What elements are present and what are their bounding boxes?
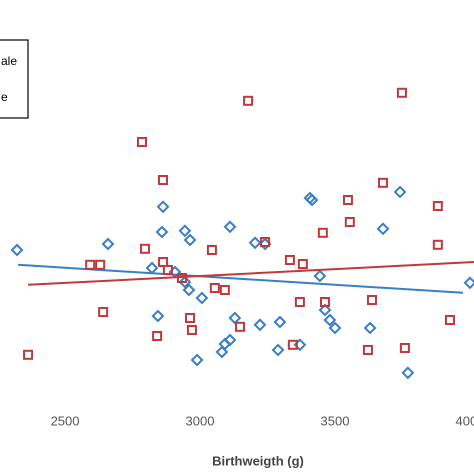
- point: [223, 220, 237, 234]
- point: [186, 325, 197, 335]
- point: [234, 321, 245, 332]
- x-tick-label: 4000: [455, 413, 474, 428]
- point: [219, 285, 230, 295]
- point: [185, 313, 196, 323]
- point: [271, 343, 285, 357]
- point: [139, 243, 150, 254]
- point: [319, 297, 330, 307]
- point: [23, 349, 34, 360]
- point: [158, 175, 169, 185]
- point: [95, 259, 106, 270]
- point: [297, 259, 308, 269]
- point: [432, 239, 443, 250]
- point: [362, 345, 373, 355]
- point: [444, 315, 455, 325]
- point: [273, 315, 287, 329]
- legend-box: [0, 39, 29, 119]
- point: [145, 261, 159, 275]
- point: [323, 313, 337, 327]
- point: [183, 233, 197, 247]
- point: [393, 185, 407, 199]
- point: [284, 255, 295, 265]
- point: [344, 217, 355, 227]
- point: [215, 345, 229, 359]
- point: [303, 191, 317, 205]
- point: [195, 291, 209, 305]
- point: [260, 237, 271, 247]
- x-tick-label: 2500: [51, 413, 80, 428]
- point: [243, 95, 254, 106]
- point: [98, 307, 109, 317]
- point: [399, 343, 410, 353]
- legend-label: e: [1, 90, 8, 104]
- point: [85, 259, 96, 270]
- trendline: [18, 263, 463, 294]
- point: [162, 265, 173, 275]
- x-tick-label: 3000: [186, 413, 215, 428]
- point: [209, 283, 220, 293]
- point: [328, 321, 342, 335]
- point: [206, 245, 217, 255]
- point: [432, 201, 443, 211]
- point: [313, 269, 327, 283]
- point: [158, 257, 169, 267]
- point: [396, 87, 407, 98]
- trendline: [28, 261, 474, 286]
- point: [248, 236, 262, 250]
- point: [152, 331, 163, 341]
- point: [178, 224, 192, 238]
- point: [178, 275, 192, 289]
- point: [342, 195, 353, 205]
- point: [287, 339, 298, 350]
- point: [463, 276, 474, 290]
- point: [401, 366, 415, 380]
- point: [376, 222, 390, 236]
- point: [156, 200, 170, 214]
- point: [378, 177, 389, 188]
- point: [317, 227, 328, 238]
- point: [294, 297, 305, 307]
- point: [366, 295, 377, 305]
- point: [253, 318, 267, 332]
- point: [182, 283, 196, 297]
- legend-label: ale: [1, 54, 17, 68]
- point: [10, 243, 24, 257]
- point: [136, 137, 147, 147]
- point: [151, 309, 165, 323]
- point: [228, 311, 242, 325]
- point: [190, 353, 204, 367]
- point: [155, 225, 169, 239]
- point: [318, 303, 332, 317]
- point: [223, 333, 237, 347]
- x-tick-label: 3500: [321, 413, 350, 428]
- x-axis-label: Birthweigth (g): [212, 453, 304, 468]
- point: [363, 321, 377, 335]
- point: [101, 237, 115, 251]
